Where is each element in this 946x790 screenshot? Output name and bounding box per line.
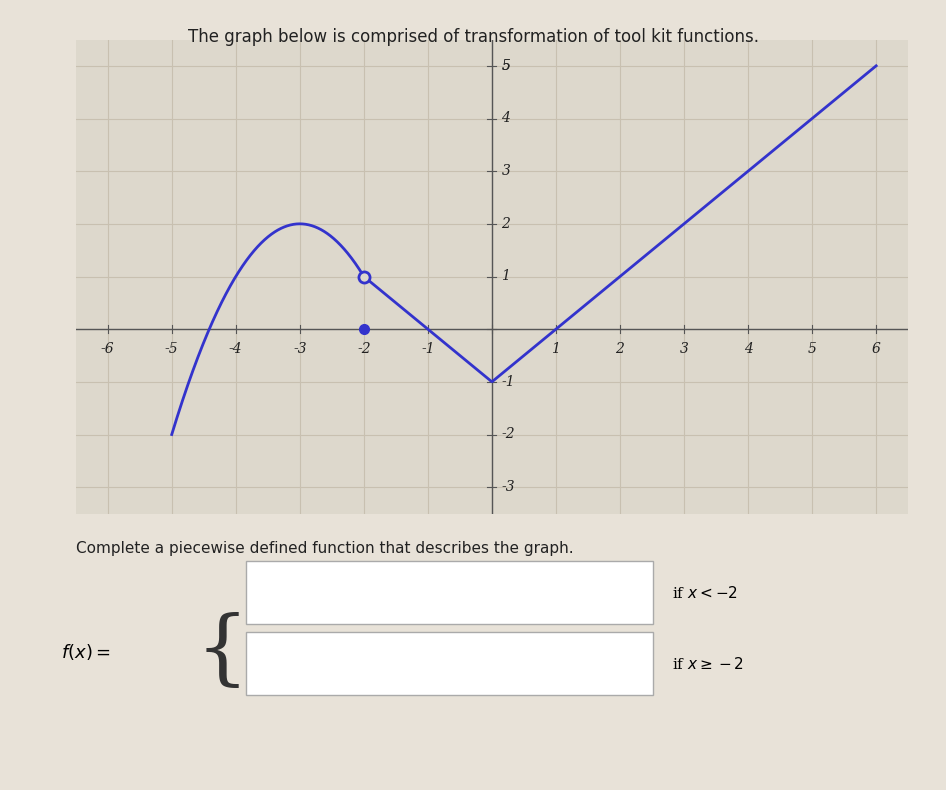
Text: 5: 5 [501,58,511,73]
Text: -1: -1 [501,374,516,389]
Text: Complete a piecewise defined function that describes the graph.: Complete a piecewise defined function th… [76,541,573,556]
Text: 6: 6 [871,342,881,356]
Text: 5: 5 [501,58,511,73]
Text: 1: 1 [501,269,511,284]
Text: 4: 4 [501,111,511,126]
Text: $f(x) =$: $f(x) =$ [61,641,112,662]
Text: -3: -3 [501,480,516,495]
Text: 3: 3 [501,164,511,179]
Text: -2: -2 [501,427,516,442]
Text: 3: 3 [679,342,689,356]
Text: -4: -4 [229,342,242,356]
Text: if $x < -2$: if $x < -2$ [672,585,738,600]
Text: The graph below is comprised of transformation of tool kit functions.: The graph below is comprised of transfor… [187,28,759,46]
Text: -5: -5 [165,342,179,356]
Text: {: { [196,611,249,692]
Text: 4: 4 [744,342,752,356]
Text: 1: 1 [552,342,560,356]
Text: -6: -6 [101,342,114,356]
Text: if $x \geq -2$: if $x \geq -2$ [672,656,744,672]
Text: 2: 2 [501,216,511,231]
Text: -3: -3 [293,342,307,356]
Text: 5: 5 [808,342,816,356]
Text: -2: -2 [357,342,371,356]
Text: -1: -1 [421,342,435,356]
Text: 2: 2 [616,342,624,356]
